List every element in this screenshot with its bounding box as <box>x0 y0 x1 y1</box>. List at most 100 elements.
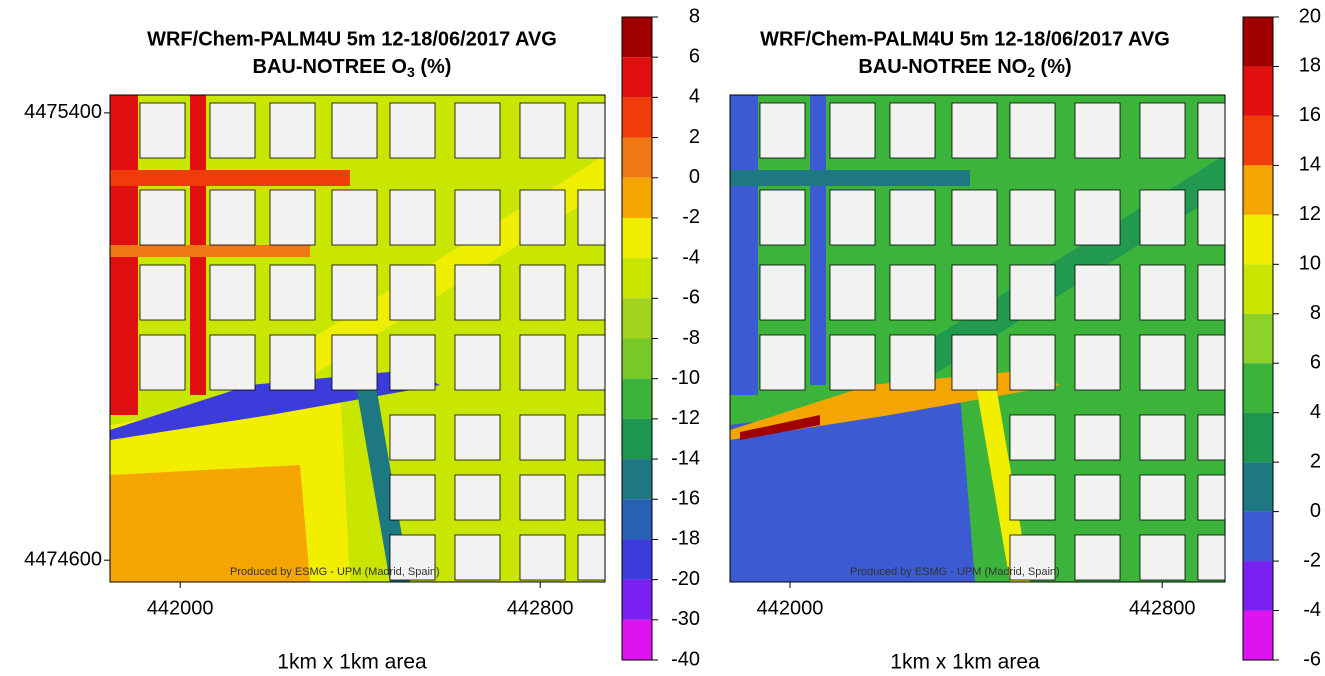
colorbar-label: 20 <box>1299 5 1321 27</box>
building-block <box>830 335 875 390</box>
building-block <box>578 415 623 460</box>
building-block <box>455 415 500 460</box>
building-block <box>578 190 623 245</box>
colorbar-label: 8 <box>1310 302 1321 324</box>
building-block <box>1140 335 1185 390</box>
colorbar-label: -30 <box>671 608 700 630</box>
building-block <box>760 335 805 390</box>
colorbar-swatch <box>622 459 652 499</box>
colorbar-label: 10 <box>1299 253 1321 275</box>
building-block <box>390 335 435 390</box>
colorbar-label: 6 <box>689 45 700 67</box>
building-block <box>270 265 315 320</box>
colorbar-label: 18 <box>1299 55 1321 77</box>
building-block <box>952 103 997 158</box>
building-block <box>1075 415 1120 460</box>
colorbar-swatch <box>1243 611 1273 660</box>
colorbar-label: 2 <box>1310 450 1321 472</box>
colorbar-swatch <box>1243 215 1273 264</box>
building-block <box>578 475 623 520</box>
panel-subtitle: BAU-NOTREE NO2 (%) <box>858 56 1071 79</box>
colorbar-label: -18 <box>671 528 700 550</box>
colorbar-swatch <box>1243 165 1273 214</box>
colorbar-swatch <box>622 379 652 419</box>
building-block <box>890 103 935 158</box>
colorbar-label: -8 <box>682 327 700 349</box>
x-tick-label: 442000 <box>757 597 824 619</box>
building-block <box>210 335 255 390</box>
subtitle-subscript: 2 <box>1027 64 1035 80</box>
colorbar-swatch <box>622 97 652 137</box>
building-block <box>520 190 565 245</box>
building-block <box>1075 265 1120 320</box>
building-block <box>1140 475 1185 520</box>
building-block <box>332 103 377 158</box>
colorbar-swatch <box>1243 116 1273 165</box>
building-block <box>952 265 997 320</box>
colorbar-label: 4 <box>1310 401 1321 423</box>
building-block <box>1010 103 1055 158</box>
building-block <box>455 475 500 520</box>
building-block <box>1010 475 1055 520</box>
building-block <box>578 103 623 158</box>
building-block <box>390 190 435 245</box>
colorbar-swatch <box>622 218 652 258</box>
building-block <box>1198 335 1243 390</box>
building-block <box>520 103 565 158</box>
building-block <box>830 265 875 320</box>
colorbar-label: -12 <box>671 407 700 429</box>
colorbar-swatch <box>1243 264 1273 313</box>
building-block <box>1198 535 1243 580</box>
colorbar-swatch <box>622 419 652 459</box>
building-block <box>210 190 255 245</box>
building-block <box>760 190 805 245</box>
building-block <box>390 415 435 460</box>
building-block <box>1140 190 1185 245</box>
colorbar-label: 2 <box>689 126 700 148</box>
colorbar-swatch <box>1243 413 1273 462</box>
colorbar-swatch <box>1243 17 1273 66</box>
x-tick-label: 442000 <box>147 597 214 619</box>
building-block <box>455 265 500 320</box>
panel-title: WRF/Chem-PALM4U 5m 12-18/06/2017 AVG <box>760 28 1170 50</box>
colorbar-swatch <box>622 620 652 660</box>
building-block <box>520 475 565 520</box>
colorbar-label: 4 <box>689 86 700 108</box>
field-region <box>810 95 826 385</box>
subtitle-text: BAU-NOTREE O <box>253 56 407 78</box>
building-block <box>1140 265 1185 320</box>
building-block <box>520 535 565 580</box>
building-block <box>332 335 377 390</box>
building-block <box>1140 103 1185 158</box>
colorbar-label: -4 <box>682 246 700 268</box>
colorbar-label: 14 <box>1299 154 1321 176</box>
building-block <box>890 335 935 390</box>
field-region <box>730 170 970 186</box>
colorbar-swatch <box>622 580 652 620</box>
building-block <box>140 335 185 390</box>
colorbar-swatch <box>1243 512 1273 561</box>
colorbar-label: -16 <box>671 488 700 510</box>
building-block <box>210 103 255 158</box>
building-block <box>1140 415 1185 460</box>
credit: Produced by ESMG - UPM (Madrid, Spain) <box>850 566 1060 578</box>
colorbar-swatch <box>1243 66 1273 115</box>
panel-title: WRF/Chem-PALM4U 5m 12-18/06/2017 AVG <box>147 28 557 50</box>
building-block <box>332 190 377 245</box>
panel-subtitle: BAU-NOTREE O3 (%) <box>253 56 452 79</box>
colorbar-label: -2 <box>1303 549 1321 571</box>
building-block <box>1010 190 1055 245</box>
map <box>730 95 1243 582</box>
building-block <box>1198 265 1243 320</box>
colorbar-label: 16 <box>1299 104 1321 126</box>
building-block <box>578 335 623 390</box>
building-block <box>520 335 565 390</box>
building-block <box>1198 103 1243 158</box>
building-block <box>332 265 377 320</box>
colorbar-swatch <box>622 17 652 57</box>
building-block <box>1075 335 1120 390</box>
subtitle-text: BAU-NOTREE NO <box>858 56 1027 78</box>
colorbar-label: 0 <box>689 166 700 188</box>
building-block <box>830 190 875 245</box>
colorbar-swatch <box>622 499 652 539</box>
